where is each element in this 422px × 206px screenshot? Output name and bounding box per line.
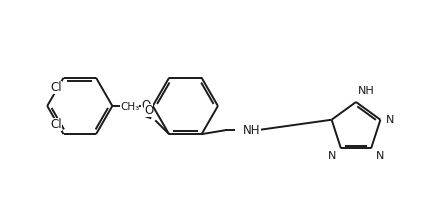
Text: NH: NH: [358, 86, 375, 96]
Text: Cl: Cl: [50, 81, 62, 94]
Text: CH₃: CH₃: [120, 102, 140, 112]
Text: Cl: Cl: [50, 118, 62, 131]
Text: O: O: [141, 99, 151, 112]
Text: NH: NH: [243, 124, 260, 137]
Text: N: N: [327, 151, 336, 161]
Text: N: N: [386, 115, 395, 125]
Text: N: N: [376, 151, 384, 161]
Text: O: O: [144, 104, 153, 117]
